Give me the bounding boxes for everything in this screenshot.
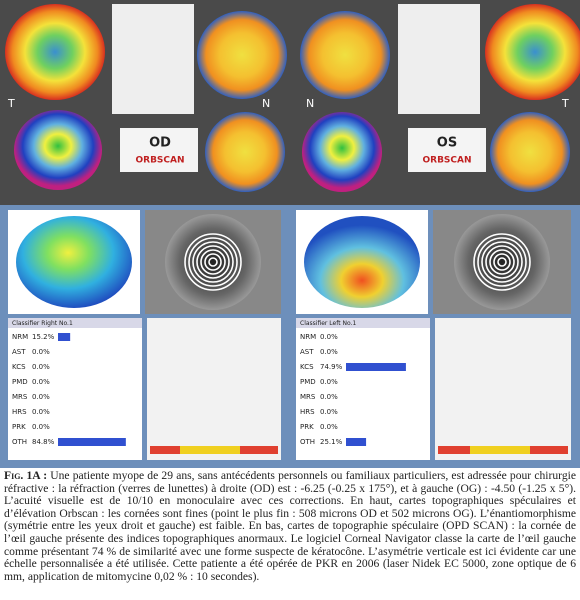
- info-box: [112, 4, 194, 114]
- map: [14, 110, 102, 190]
- ring: [196, 245, 230, 279]
- row-value: 0.0%: [32, 408, 50, 416]
- row-label: AST: [12, 348, 26, 356]
- info-box: [398, 4, 480, 114]
- row-value: 15.2%: [32, 333, 55, 341]
- side-label: N: [262, 97, 270, 110]
- row-label: NRM: [300, 333, 316, 341]
- row-value: 84.8%: [32, 438, 55, 446]
- row-label: MRS: [12, 393, 28, 401]
- ring: [184, 233, 242, 291]
- classifier-title: Classifier Right No.1: [12, 320, 73, 327]
- row-label: KCS: [300, 363, 314, 371]
- row-label: PMD: [12, 378, 28, 386]
- map: [490, 112, 570, 192]
- placido: [165, 214, 550, 310]
- indices-box: [147, 318, 281, 460]
- caption-label: Fig. 1A :: [4, 469, 48, 482]
- classifier-header: [8, 318, 142, 328]
- row-label: OTH: [12, 438, 27, 446]
- row-value: 0.0%: [32, 393, 50, 401]
- eye-label: OD: [149, 136, 171, 151]
- map: [197, 11, 287, 99]
- ring: [481, 241, 523, 283]
- row-value: 0.0%: [320, 348, 338, 356]
- ring: [477, 237, 527, 287]
- classifier-header: [296, 318, 430, 328]
- row-label: AST: [300, 348, 314, 356]
- side-label: T: [7, 97, 15, 110]
- ring: [489, 249, 515, 275]
- ring: [204, 253, 222, 271]
- ring: [493, 253, 511, 271]
- ring: [200, 249, 226, 275]
- ring: [485, 245, 519, 279]
- figure: OD ORBSCAN OS ORBSCAN T N N T Classifier…: [0, 0, 580, 468]
- map: [5, 4, 105, 100]
- brand: ORBSCAN: [422, 156, 471, 166]
- map: [16, 216, 132, 308]
- row-bar: [346, 363, 406, 371]
- classifier-box: [8, 318, 142, 460]
- row-bar: [58, 438, 126, 446]
- classifier-title: Classifier Left No.1: [300, 320, 356, 327]
- ring: [473, 233, 531, 291]
- map: [304, 216, 420, 308]
- side-label: N: [306, 97, 314, 110]
- ring: [192, 241, 234, 283]
- row-value: 0.0%: [320, 423, 338, 431]
- row-value: 0.0%: [320, 393, 338, 401]
- cornea: [165, 214, 261, 310]
- row-value: 0.0%: [32, 423, 50, 431]
- label-box: [120, 128, 198, 172]
- scale: [470, 446, 530, 454]
- row-value: 0.0%: [320, 408, 338, 416]
- caption-text: Une patiente myope de 29 ans, sans antéc…: [4, 469, 576, 583]
- ring: [208, 257, 218, 267]
- row-label: KCS: [12, 363, 26, 371]
- map: [300, 11, 390, 99]
- row-label: PRK: [300, 423, 314, 431]
- caption: Fig. 1A : Une patiente myope de 29 ans, …: [4, 469, 576, 583]
- row-value: 0.0%: [32, 363, 50, 371]
- row-value: 0.0%: [320, 333, 338, 341]
- brand: ORBSCAN: [135, 156, 184, 166]
- ring: [497, 257, 507, 267]
- row-bar: [346, 438, 367, 446]
- scale: [180, 446, 240, 454]
- ring: [188, 237, 238, 287]
- row-label: NRM: [12, 333, 28, 341]
- row-value: 0.0%: [32, 348, 50, 356]
- map: [205, 112, 285, 192]
- side-label: T: [561, 97, 569, 110]
- row-label: HRS: [300, 408, 315, 416]
- row-value: 74.9%: [320, 363, 343, 371]
- row-value: 25.1%: [320, 438, 343, 446]
- row-label: OTH: [300, 438, 315, 446]
- row-label: HRS: [12, 408, 27, 416]
- row-label: MRS: [300, 393, 316, 401]
- row-value: 0.0%: [320, 378, 338, 386]
- opd-images: [8, 210, 571, 460]
- map: [302, 112, 382, 192]
- row-bar: [58, 333, 71, 341]
- classifier-box: [296, 318, 430, 460]
- indices-box: [435, 318, 571, 460]
- label-box: [408, 128, 486, 172]
- map: [485, 4, 580, 100]
- row-label: PMD: [300, 378, 316, 386]
- row-value: 0.0%: [32, 378, 50, 386]
- cornea: [454, 214, 550, 310]
- orbscan-maps: [5, 4, 580, 192]
- row-label: PRK: [12, 423, 26, 431]
- eye-label: OS: [437, 136, 457, 151]
